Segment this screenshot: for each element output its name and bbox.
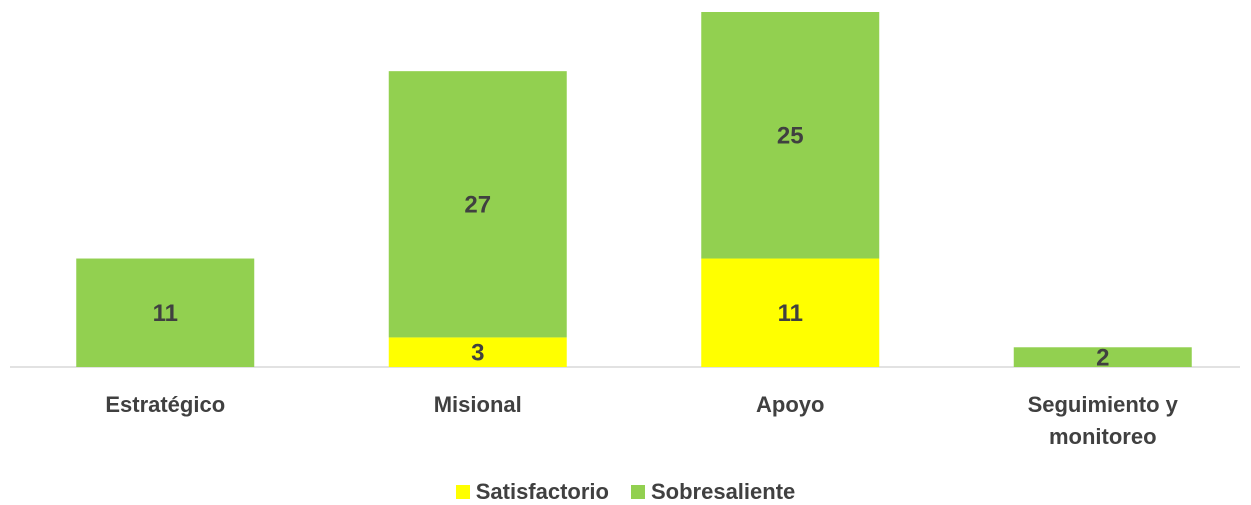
- data-label: 11: [153, 300, 178, 327]
- legend-label: Satisfactorio: [475, 479, 609, 504]
- data-label: 2: [1096, 344, 1109, 371]
- bar-segment: [701, 12, 880, 259]
- x-tick-label: Estratégico: [105, 392, 226, 417]
- legend-swatch: [630, 485, 645, 499]
- data-label: 27: [464, 192, 491, 219]
- x-tick-label: Misional: [433, 392, 522, 417]
- data-label: 11: [778, 300, 803, 327]
- legend: Satisfactorio Sobresaliente: [0, 479, 1251, 505]
- bar-segment: [76, 258, 255, 367]
- bar-segment: [1013, 347, 1192, 367]
- legend-swatch: [455, 485, 470, 499]
- bar-segment: [701, 258, 880, 367]
- x-tick-label: Apoyo: [756, 392, 825, 417]
- legend-label: Sobresaliente: [650, 479, 796, 504]
- legend-item: Sobresaliente: [630, 479, 796, 505]
- x-tick-label: Seguimiento y monitoreo: [1027, 392, 1178, 449]
- bar-segment: [388, 337, 567, 367]
- data-label: 25: [777, 123, 804, 150]
- bar-segment: [388, 71, 567, 338]
- legend-item: Satisfactorio: [455, 479, 609, 505]
- data-label: 3: [471, 340, 484, 367]
